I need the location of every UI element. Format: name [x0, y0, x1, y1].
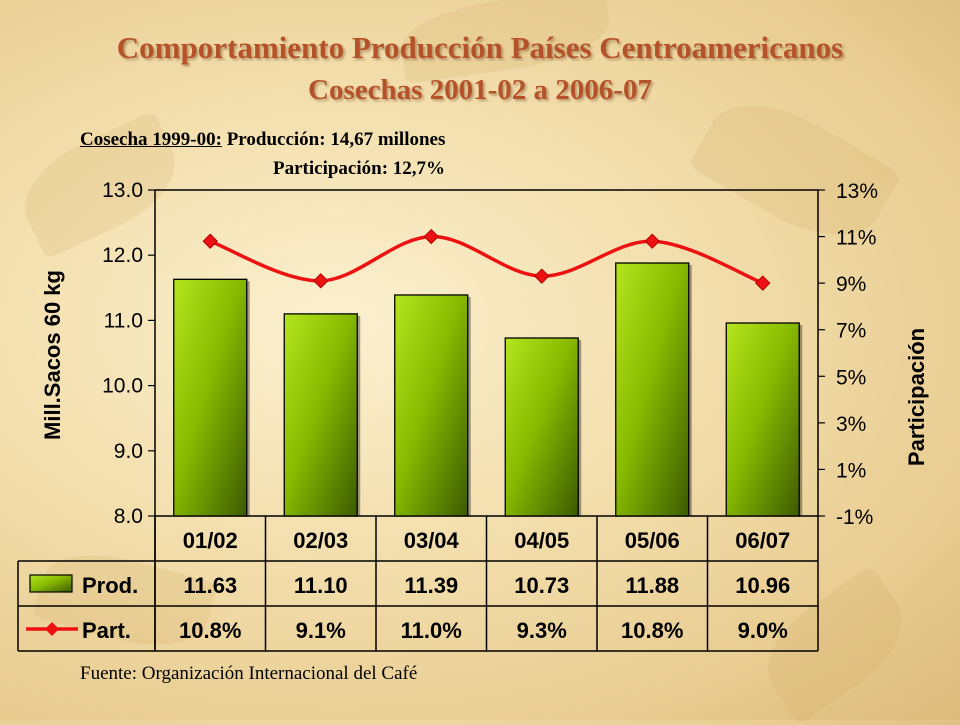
- harvest-note-production: Producción: 14,67 millones: [226, 129, 446, 150]
- y-tick-label: 13.0: [102, 179, 143, 202]
- part-value-label: 10.8%: [621, 618, 683, 643]
- prod-value-label: 11.39: [404, 573, 458, 598]
- source-note: Fuente: Organización Internacional del C…: [80, 663, 418, 684]
- participation-line: [209, 234, 764, 285]
- legend-marker-swatch: [45, 622, 59, 636]
- y-tick-label: 10.0: [102, 375, 143, 398]
- part-value-label: 11.0%: [401, 618, 462, 643]
- prod-value-label: 10.73: [514, 573, 569, 598]
- category-label: 02/03: [293, 528, 348, 553]
- plot-area: [154, 189, 819, 517]
- category-label: 05/06: [625, 528, 680, 553]
- participation-point: [534, 268, 550, 284]
- y2-tick-label: -1%: [836, 506, 873, 529]
- y2-tick-label: 1%: [836, 459, 866, 482]
- participation-point: [755, 275, 771, 291]
- legend-label-prod: Prod.: [82, 573, 138, 598]
- participation-point: [423, 228, 439, 245]
- slide-title: Comportamiento Producción Países Centroa…: [116, 30, 844, 65]
- part-value-label: 9.1%: [296, 618, 346, 643]
- bar: [504, 337, 579, 517]
- y2-tick-label: 5%: [836, 366, 866, 389]
- y2-tick-label: 7%: [836, 320, 866, 343]
- y-tick-label: 9.0: [114, 440, 143, 463]
- bar: [394, 294, 469, 517]
- participation-point: [202, 233, 218, 249]
- bar: [725, 322, 800, 517]
- legend-bar-swatch: [29, 574, 73, 593]
- part-value-label: 9.3%: [517, 618, 567, 643]
- category-label: 01/02: [183, 528, 238, 553]
- prod-value-label: 11.88: [625, 573, 679, 598]
- category-label: 06/07: [735, 528, 790, 553]
- prod-value-label: 11.63: [183, 573, 237, 598]
- harvest-note-share: Participación: 12,7%: [273, 158, 446, 179]
- part-value-label: 10.8%: [179, 618, 241, 643]
- slide-subtitle: Cosechas 2001-02 a 2006-07: [308, 74, 652, 106]
- part-value-label: 9.0%: [738, 618, 788, 643]
- y-axis-label: Mill.Sacos 60 kg: [40, 270, 65, 440]
- y2-tick-label: 9%: [836, 273, 866, 296]
- y-tick-label: 8.0: [114, 505, 143, 528]
- prod-value-label: 10.96: [735, 573, 790, 598]
- y-tick-label: 11.0: [104, 309, 143, 332]
- category-label: 03/04: [404, 528, 460, 553]
- y2-tick-label: 3%: [836, 413, 866, 436]
- bar: [283, 313, 358, 517]
- participation-point: [644, 233, 660, 249]
- y-tick-label: 12.0: [102, 244, 143, 267]
- category-label: 04/05: [514, 528, 569, 553]
- prod-value-label: 11.10: [294, 573, 348, 598]
- participation-point: [313, 273, 329, 289]
- legend-label-part: Part.: [82, 618, 131, 643]
- harvest-note-label: Cosecha 1999-00:: [80, 129, 222, 150]
- bar: [173, 278, 248, 517]
- bar: [615, 262, 690, 517]
- y2-axis-label: Participación: [904, 328, 929, 466]
- y2-tick-label: 13%: [836, 180, 878, 203]
- y2-tick-label: 11%: [836, 227, 876, 250]
- harvest-note-line1: Cosecha 1999-00: Producción: 14,67 millo…: [80, 129, 445, 151]
